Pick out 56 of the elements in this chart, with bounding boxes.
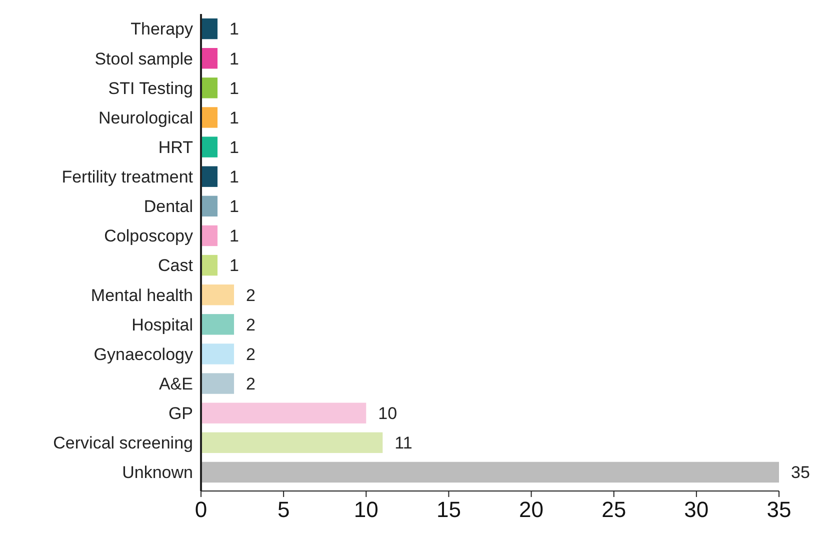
bar [201,314,234,335]
data-label: 2 [246,374,256,394]
bar [201,107,218,128]
bar [201,225,218,246]
x-tick-label: 0 [194,497,208,522]
x-tick-label: 15 [436,497,461,522]
y-tick-label: Neurological [98,108,193,128]
data-label: 1 [230,78,239,98]
x-tick-label: 10 [354,497,378,522]
bar [201,48,218,69]
data-label: 1 [230,256,239,276]
y-tick-label: Hospital [132,315,193,334]
bar [201,284,234,306]
x-tick-label: 30 [684,497,709,522]
y-tick-label: Cervical screening [53,434,193,453]
x-tick-label: 20 [519,497,544,522]
data-label: 1 [230,226,239,246]
bar [201,78,218,98]
x-tick-label: 35 [766,497,792,522]
x-tick-label: 25 [602,497,626,522]
data-label: 1 [230,49,239,68]
y-tick-label: Gynaecology [94,344,194,364]
data-label: 2 [246,315,256,334]
y-tick-label: Cast [158,256,194,276]
data-label: 1 [230,138,239,157]
data-label: 1 [230,108,239,128]
y-tick-label: Mental health [90,286,193,305]
bar [201,136,218,158]
y-tick-label: Colposcopy [104,226,194,246]
bar [201,344,234,364]
bar [201,402,366,424]
bar [201,166,218,187]
data-label: 1 [230,197,239,216]
bar [201,18,218,40]
bar [201,196,218,217]
data-label: 2 [246,344,256,364]
data-label: 35 [791,463,810,482]
data-label: 2 [246,286,256,305]
y-tick-label: GP [168,404,193,424]
y-tick-label: STI Testing [108,78,193,98]
bar [201,254,218,276]
y-tick-label: A&E [158,374,193,394]
y-tick-label: Stool sample [94,49,193,68]
x-tick-label: 5 [277,497,290,522]
y-tick-label: HRT [158,138,193,157]
data-label: 1 [230,168,239,187]
data-label: 1 [230,20,239,39]
data-label: 10 [378,404,398,424]
y-tick-label: Therapy [130,20,194,39]
data-label: 11 [394,434,412,453]
bar [201,462,779,483]
y-tick-label: Fertility treatment [62,168,194,187]
y-tick-label: Unknown [122,463,193,482]
y-tick-label: Dental [144,197,193,216]
bar [201,432,383,454]
bar [201,373,234,394]
